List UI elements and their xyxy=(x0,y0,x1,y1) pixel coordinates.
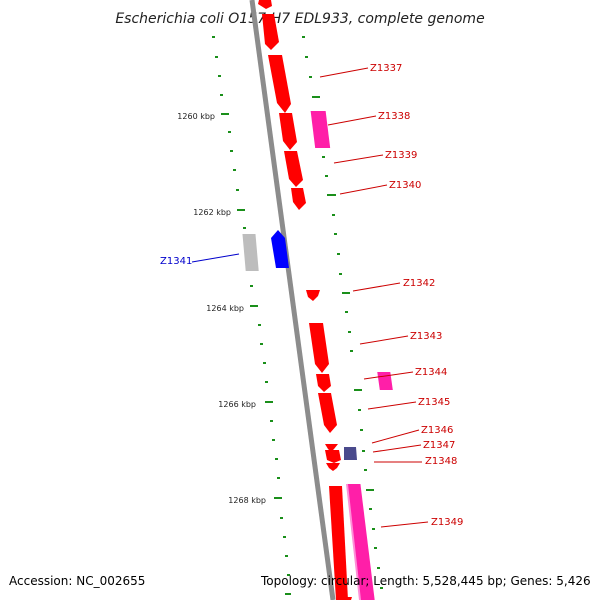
gene-label-z1348[interactable]: Z1348 xyxy=(425,456,457,467)
inner-ruler-ticks xyxy=(302,36,383,589)
gene-features xyxy=(242,0,393,600)
kbp-label: 1266 kbp xyxy=(218,400,256,409)
gene-arrow[interactable] xyxy=(340,597,352,600)
gene-arrow[interactable] xyxy=(291,188,306,210)
outer-ruler-ticks xyxy=(212,36,291,595)
gene-callouts xyxy=(191,67,429,528)
gene-label-z1344[interactable]: Z1344 xyxy=(415,367,447,378)
gene-arrow[interactable] xyxy=(309,323,329,373)
gene-arrow[interactable] xyxy=(262,14,279,50)
gene-label-z1341[interactable]: Z1341 xyxy=(160,256,192,267)
gene-arrow[interactable] xyxy=(325,450,341,463)
gene-box-gray[interactable] xyxy=(242,234,259,271)
genome-backbone xyxy=(249,0,336,600)
gene-label-z1343[interactable]: Z1343 xyxy=(410,331,442,342)
gene-label-z1337[interactable]: Z1337 xyxy=(370,63,402,74)
topology-text: Topology: circular; Length: 5,528,445 bp… xyxy=(261,574,591,588)
gene-arrow[interactable] xyxy=(316,374,331,392)
gene-arrow[interactable] xyxy=(279,113,297,150)
gene-highlight xyxy=(346,483,361,600)
gene-label-z1338[interactable]: Z1338 xyxy=(378,111,410,122)
gene-box[interactable] xyxy=(310,111,331,148)
gene-arrow[interactable] xyxy=(258,0,272,9)
gene-box[interactable] xyxy=(346,484,375,600)
gene-box-slate[interactable] xyxy=(344,447,357,460)
gene-arrow[interactable] xyxy=(325,444,338,452)
gene-arrow[interactable] xyxy=(306,290,320,301)
gene-arrow[interactable] xyxy=(268,55,291,113)
kbp-labels: 1260 kbp 1262 kbp 1264 kbp 1266 kbp 1268… xyxy=(177,112,266,505)
gene-label-z1340[interactable]: Z1340 xyxy=(389,180,421,191)
gene-arrow[interactable] xyxy=(284,151,303,187)
gene-arrow-blue[interactable] xyxy=(271,230,289,268)
gene-label-z1339[interactable]: Z1339 xyxy=(385,150,417,161)
gene-label-z1346[interactable]: Z1346 xyxy=(421,425,453,436)
gene-box[interactable] xyxy=(377,372,393,390)
gene-label-z1349[interactable]: Z1349 xyxy=(431,517,463,528)
kbp-label: 1262 kbp xyxy=(193,208,231,217)
kbp-label: 1268 kbp xyxy=(228,496,266,505)
kbp-label: 1260 kbp xyxy=(177,112,215,121)
gene-label-z1347[interactable]: Z1347 xyxy=(423,440,455,451)
gene-labels: Z1337 Z1338 Z1339 Z1340 Z1341 Z1342 Z134… xyxy=(160,63,463,528)
accession-text: Accession: NC_002655 xyxy=(9,574,146,588)
gene-label-z1342[interactable]: Z1342 xyxy=(403,278,435,289)
map-title: Escherichia coli O157:H7 EDL933, complet… xyxy=(115,11,484,27)
gene-label-z1345[interactable]: Z1345 xyxy=(418,397,450,408)
gene-arrow[interactable] xyxy=(318,393,337,433)
kbp-label: 1264 kbp xyxy=(206,304,244,313)
gene-arrow[interactable] xyxy=(326,463,340,471)
gene-arrow[interactable] xyxy=(329,486,348,600)
